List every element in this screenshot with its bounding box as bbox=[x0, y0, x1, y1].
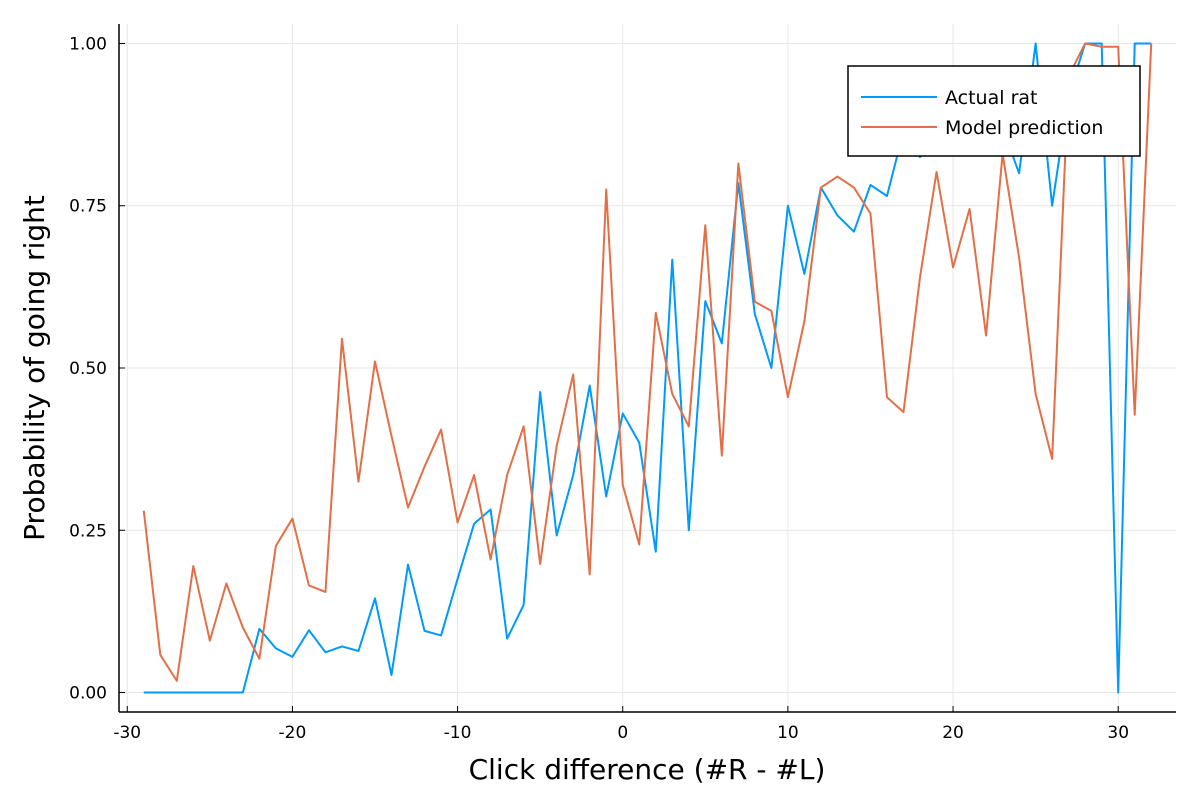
series-line-model-prediction bbox=[142, 42, 1153, 682]
y-tick-label: 0.50 bbox=[69, 359, 107, 379]
y-ticks: 0.00 0.25 0.50 0.75 1.00 bbox=[69, 34, 125, 704]
y-tick-label: 0.75 bbox=[69, 197, 107, 217]
x-tick-label: 20 bbox=[942, 723, 964, 743]
y-axis-title: Probability of going right bbox=[18, 195, 51, 541]
x-tick-label: 0 bbox=[617, 723, 628, 743]
x-tick-label: 10 bbox=[777, 723, 799, 743]
x-tick-label: -30 bbox=[113, 723, 141, 743]
y-tick-label: 0.00 bbox=[69, 684, 107, 704]
x-tick-label: -10 bbox=[444, 723, 472, 743]
legend-box bbox=[847, 65, 1141, 157]
x-tick-label: 30 bbox=[1107, 723, 1129, 743]
x-ticks: -30 -20 -10 0 10 20 30 bbox=[113, 706, 1129, 743]
legend-label-model-prediction: Model prediction bbox=[945, 117, 1103, 139]
x-axis-title: Click difference (#R - #L) bbox=[469, 753, 826, 786]
x-tick-label: -20 bbox=[279, 723, 307, 743]
legend-label-actual-rat: Actual rat bbox=[945, 87, 1037, 109]
y-tick-label: 1.00 bbox=[69, 34, 107, 54]
y-tick-label: 0.25 bbox=[69, 521, 107, 541]
legend: Actual rat Model prediction bbox=[847, 65, 1141, 157]
